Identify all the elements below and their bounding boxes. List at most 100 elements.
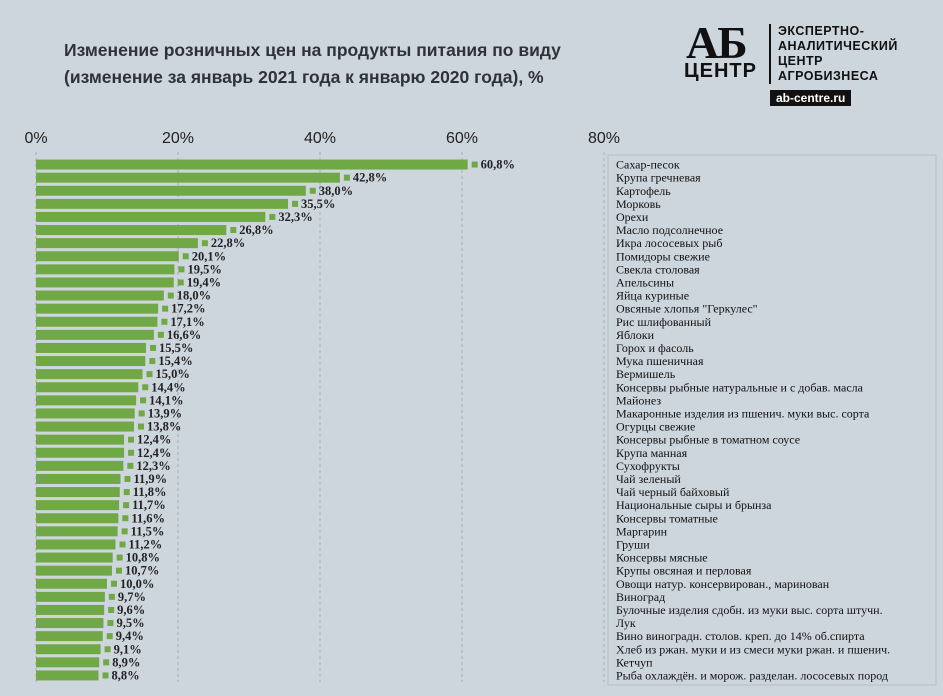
bar xyxy=(36,251,179,262)
logo-ab-letters: АБ xyxy=(686,17,748,68)
data-label: 20,1% xyxy=(192,249,226,263)
data-label-marker xyxy=(111,580,117,587)
category-label: Кетчуп xyxy=(616,655,653,669)
category-label: Крупы овсяная и перловая xyxy=(616,564,752,578)
data-label-marker xyxy=(104,646,111,653)
bar xyxy=(36,670,99,681)
data-label: 14,4% xyxy=(151,380,185,394)
category-label: Апельсины xyxy=(616,275,674,289)
data-label: 35,5% xyxy=(301,197,335,211)
data-label-marker xyxy=(146,371,153,378)
category-label: Хлеб из ржан. муки и из смеси муки ржан.… xyxy=(616,642,890,656)
category-label: Икра лососевых рыб xyxy=(616,236,722,250)
category-label: Горох и фасоль xyxy=(616,341,694,355)
data-label-marker xyxy=(167,292,174,299)
data-label: 11,8% xyxy=(133,485,167,499)
category-label: Картофель xyxy=(616,184,671,198)
data-label-marker xyxy=(116,554,123,561)
data-label: 11,9% xyxy=(133,472,167,486)
data-label-marker xyxy=(123,489,130,496)
data-label: 12,4% xyxy=(137,446,171,460)
data-label: 9,5% xyxy=(116,616,144,630)
data-label: 16,6% xyxy=(167,328,201,342)
category-label: Консервы рыбные натуральные и с добав. м… xyxy=(616,380,864,394)
logo-line-3: ЦЕНТР xyxy=(778,54,823,68)
data-label: 13,9% xyxy=(148,406,182,420)
data-label: 9,4% xyxy=(116,629,144,643)
data-label-marker xyxy=(124,475,131,482)
bar xyxy=(36,513,119,524)
data-label: 32,3% xyxy=(278,210,312,224)
data-label: 8,9% xyxy=(112,655,140,669)
category-label: Маргарин xyxy=(616,524,668,538)
data-label: 11,2% xyxy=(129,537,163,551)
data-label: 22,8% xyxy=(211,236,245,250)
data-label: 19,5% xyxy=(187,262,221,276)
bar xyxy=(36,395,137,406)
logo-centr-text: ЦЕНТР xyxy=(684,60,757,82)
category-label: Масло подсолнечное xyxy=(616,223,723,237)
data-label-marker xyxy=(106,633,113,640)
data-label: 60,8% xyxy=(481,158,515,172)
category-label: Крупа манная xyxy=(616,446,688,460)
category-label: Свекла столовая xyxy=(616,262,700,276)
data-label-marker xyxy=(108,606,115,613)
data-label: 19,4% xyxy=(187,275,221,289)
data-label: 9,7% xyxy=(118,590,146,604)
bar xyxy=(36,225,227,236)
bar xyxy=(36,159,468,170)
legend-frame xyxy=(607,154,937,686)
bar xyxy=(36,591,105,602)
data-label: 15,5% xyxy=(159,341,193,355)
category-label: Чай зеленый xyxy=(616,472,681,486)
x-tick-label: 40% xyxy=(304,130,336,147)
ab-centre-logo: АБ ЦЕНТР ЭКСПЕРТНО- АНАЛИТИЧЕСКИЙ ЦЕНТР … xyxy=(682,17,932,110)
data-label: 9,6% xyxy=(117,603,145,617)
x-tick-label: 80% xyxy=(588,130,620,147)
data-label: 12,4% xyxy=(137,433,171,447)
category-label: Яблоки xyxy=(616,328,655,342)
category-label: Морковь xyxy=(616,197,661,211)
bar xyxy=(36,211,266,222)
bar xyxy=(36,631,103,642)
bar xyxy=(36,408,135,419)
bar xyxy=(36,473,121,484)
data-label: 26,8% xyxy=(239,223,273,237)
category-label: Крупа гречневая xyxy=(616,171,701,185)
data-label-marker xyxy=(102,672,109,679)
data-label-marker xyxy=(150,344,157,351)
data-label-marker xyxy=(103,659,110,666)
bar xyxy=(36,369,143,380)
data-label-marker xyxy=(157,331,164,338)
x-tick-label: 60% xyxy=(446,130,478,147)
bar xyxy=(36,172,340,183)
bar xyxy=(36,604,105,615)
data-label: 11,7% xyxy=(132,498,166,512)
data-label-marker xyxy=(292,200,299,207)
bar xyxy=(36,644,101,655)
data-label: 15,0% xyxy=(156,367,190,381)
data-label: 11,6% xyxy=(131,511,165,525)
category-label: Консервы рыбные в томатном соусе xyxy=(616,433,800,447)
data-label: 9,1% xyxy=(114,642,142,656)
data-label: 13,8% xyxy=(147,420,181,434)
bar xyxy=(36,578,107,589)
category-label: Рис шлифованный xyxy=(616,315,712,329)
category-label: Вермишель xyxy=(616,367,676,381)
bar xyxy=(36,565,112,576)
data-label: 42,8% xyxy=(353,171,387,185)
data-label-marker xyxy=(177,279,184,286)
bar xyxy=(36,198,289,209)
data-label: 17,2% xyxy=(171,302,205,316)
category-label: Сухофрукты xyxy=(616,459,680,473)
data-label-marker xyxy=(123,502,130,509)
bar xyxy=(36,382,139,393)
logo-line-4: АГРОБИЗНЕСА xyxy=(778,69,879,83)
data-label: 10,0% xyxy=(120,577,154,591)
bar xyxy=(36,185,306,196)
data-label-marker xyxy=(230,227,237,234)
category-label: Мука пшеничная xyxy=(616,354,704,368)
bar xyxy=(36,657,100,668)
data-label: 38,0% xyxy=(319,184,353,198)
